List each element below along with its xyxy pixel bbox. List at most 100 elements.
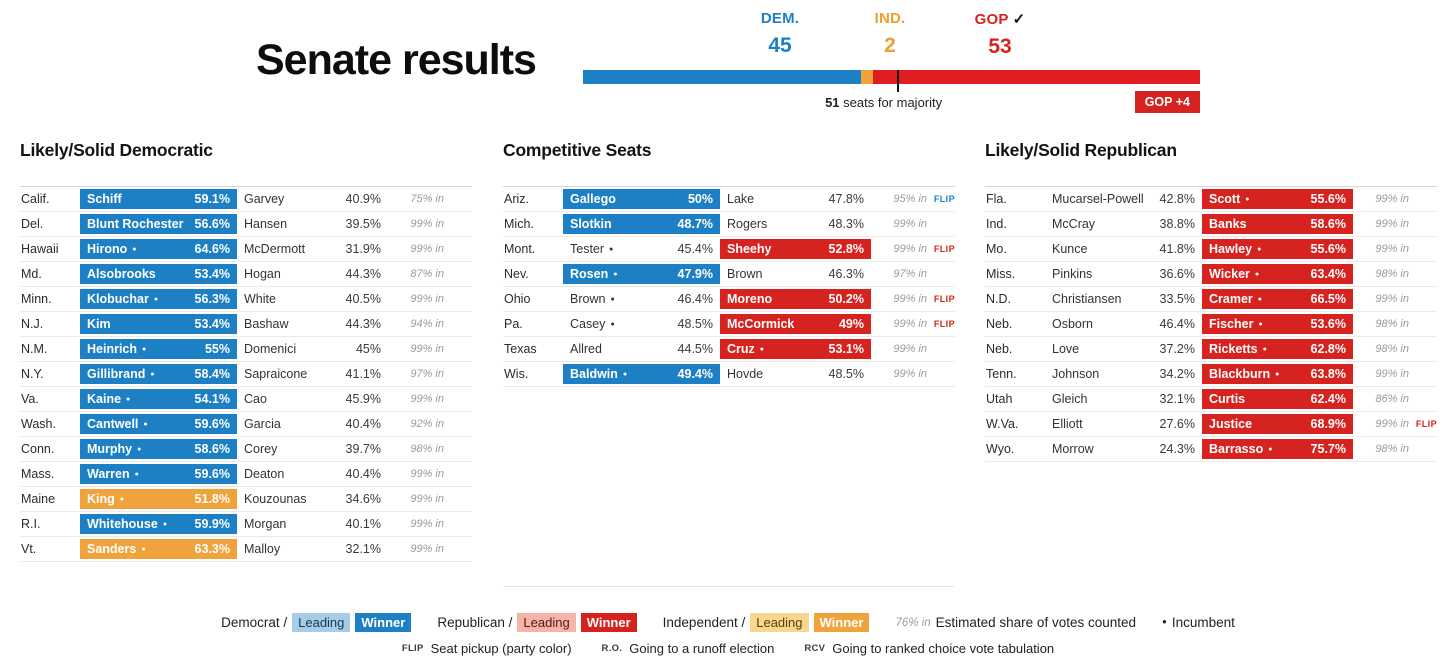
republican-label: Republican / <box>437 615 513 630</box>
candidate-cell: White 40.5% <box>237 289 388 309</box>
candidate-pct: 52.8% <box>828 242 864 256</box>
net-gain-badge: GOP +4 <box>1134 91 1200 113</box>
candidate-pct: 50.2% <box>828 292 864 306</box>
candidate-name: Wicker ● <box>1209 267 1260 281</box>
candidate-pct: 50% <box>687 192 713 206</box>
reporting-pct: 99% in <box>893 343 927 355</box>
candidate-cell: Hovde 48.5% <box>720 364 871 384</box>
candidate-pct: 53.1% <box>828 342 864 356</box>
table-row: Utah Gleich 32.1% Curtis 62.4% 86% in <box>985 387 1437 412</box>
state-label: Wyo. <box>986 442 1015 456</box>
reporting-pct: 99% in <box>1375 368 1409 380</box>
state-label: Nev. <box>504 267 529 281</box>
gop-total: GOP ✓ 53 <box>952 10 1048 59</box>
incumbent-dot-icon: ● <box>609 246 614 253</box>
candidate-pct: 51.8% <box>194 492 230 506</box>
ind-label: IND. <box>874 10 906 27</box>
incumbent-dot-icon: ● <box>613 271 618 278</box>
candidate-pct: 59.6% <box>194 467 230 481</box>
candidate-name: Elliott <box>1052 417 1083 431</box>
rcv-tag: RCV <box>804 643 826 654</box>
state-label: N.D. <box>986 292 1011 306</box>
candidate-name: Barrasso ● <box>1209 442 1273 456</box>
flip-desc: Seat pickup (party color) <box>430 641 572 656</box>
candidate-name: Whitehouse ● <box>87 517 168 531</box>
candidate-name: King ● <box>87 492 125 506</box>
runoff-tag: R.O. <box>601 643 623 654</box>
candidate-cell: Johnson 34.2% <box>1045 364 1202 384</box>
party-totals: DEM. 45 IND. 2 GOP ✓ 53 <box>583 10 1200 70</box>
candidate-pct: 39.7% <box>345 442 381 456</box>
candidate-name: Sheehy <box>727 242 772 256</box>
candidate-cell: Schiff 59.1% <box>80 189 237 209</box>
candidate-cell: Love 37.2% <box>1045 339 1202 359</box>
table-row: Mass. Warren ● 59.6% Deaton 40.4% 99% in <box>20 462 472 487</box>
candidate-pct: 32.1% <box>1159 392 1195 406</box>
reporting-pct: 99% in <box>410 543 444 555</box>
candidate-pct: 48.7% <box>677 217 713 231</box>
candidate-name: Klobuchar ● <box>87 292 159 306</box>
candidate-name: Hovde <box>727 367 764 381</box>
state-label: Mont. <box>504 242 536 256</box>
state-label: Ariz. <box>504 192 529 206</box>
candidate-pct: 33.5% <box>1159 292 1195 306</box>
table-row: Minn. Klobuchar ● 56.3% White 40.5% 99% in <box>20 287 472 312</box>
incumbent-dot-icon: ● <box>622 371 628 378</box>
table-row: Tenn. Johnson 34.2% Blackburn ● 63.8% 99% in <box>985 362 1437 387</box>
candidate-cell: Baldwin ● 49.4% <box>563 364 720 384</box>
incumbent-dot-icon: ● <box>610 321 615 328</box>
state-label: Vt. <box>21 542 37 556</box>
table-row: N.D. Christiansen 33.5% Cramer ● 66.5% 99% in <box>985 287 1437 312</box>
candidate-name: Alsobrooks <box>87 267 156 281</box>
candidate-pct: 45.4% <box>677 242 713 256</box>
state-label: Va. <box>21 392 39 406</box>
legend-flip: FLIP Seat pickup (party color) <box>402 641 572 656</box>
candidate-cell: Morgan 40.1% <box>237 514 388 534</box>
flip-tag: FLIP <box>933 244 955 254</box>
incumbent-dot-icon: ● <box>1275 371 1280 378</box>
candidate-name: Cantwell ● <box>87 417 148 431</box>
candidate-pct: 66.5% <box>1310 292 1346 306</box>
candidate-pct: 40.9% <box>345 192 381 206</box>
candidate-name: Banks <box>1209 217 1247 231</box>
candidate-name: Tester ● <box>570 242 614 256</box>
table-row: N.Y. Gillibrand ● 58.4% Sapraicone 41.1% 97% i… <box>20 362 472 387</box>
results-table: Calif. Schiff 59.1% Garvey 40.9% 75% in Del. Bl… <box>20 186 472 562</box>
ind-total: IND. 2 <box>842 10 938 58</box>
table-row: Texas Allred 44.5% Cruz ● 53.1% 99% in <box>503 337 955 362</box>
candidate-name: Ricketts ● <box>1209 342 1267 356</box>
candidate-pct: 44.5% <box>677 342 713 356</box>
candidate-cell: Kouzounas 34.6% <box>237 489 388 509</box>
candidate-cell: Brown ● 46.4% <box>563 289 720 309</box>
candidate-pct: 64.6% <box>194 242 230 256</box>
candidate-cell: Fischer ● 53.6% <box>1202 314 1353 334</box>
candidate-name: Rosen ● <box>570 267 618 281</box>
legend-incumbent: ● Incumbent <box>1162 615 1235 630</box>
candidate-name: McCray <box>1052 217 1096 231</box>
candidate-name: Sapraicone <box>244 367 308 381</box>
gop-seat-count: 53 <box>988 35 1012 58</box>
reporting-pct: 99% in <box>893 243 927 255</box>
reporting-pct: 99% in <box>1375 193 1409 205</box>
reporting-pct: 99% in <box>410 218 444 230</box>
candidate-pct: 42.8% <box>1159 192 1195 206</box>
candidate-cell: Rosen ● 47.9% <box>563 264 720 284</box>
candidate-cell: Sapraicone 41.1% <box>237 364 388 384</box>
ind-leading-chip: Leading <box>750 613 809 632</box>
gop-winner-chip: Winner <box>580 613 637 632</box>
incumbent-dot-icon: ● <box>150 371 155 378</box>
candidate-pct: 41.1% <box>345 367 381 381</box>
table-row: Md. Alsobrooks 53.4% Hogan 44.3% 87% in <box>20 262 472 287</box>
reporting-pct: 98% in <box>410 443 444 455</box>
candidate-pct: 53.4% <box>194 317 230 331</box>
table-row: Conn. Murphy ● 58.6% Corey 39.7% 98% in <box>20 437 472 462</box>
dem-total: DEM. 45 <box>732 10 828 58</box>
state-label: Neb. <box>986 342 1013 356</box>
candidate-pct: 34.2% <box>1159 367 1195 381</box>
candidate-name: Blunt Rochester <box>87 217 184 231</box>
candidate-name: Hansen <box>244 217 288 231</box>
candidate-cell: McCray 38.8% <box>1045 214 1202 234</box>
incumbent-label: Incumbent <box>1171 615 1235 630</box>
table-row: Maine King ● 51.8% Kouzounas 34.6% 99% in <box>20 487 472 512</box>
state-label: N.J. <box>21 317 44 331</box>
